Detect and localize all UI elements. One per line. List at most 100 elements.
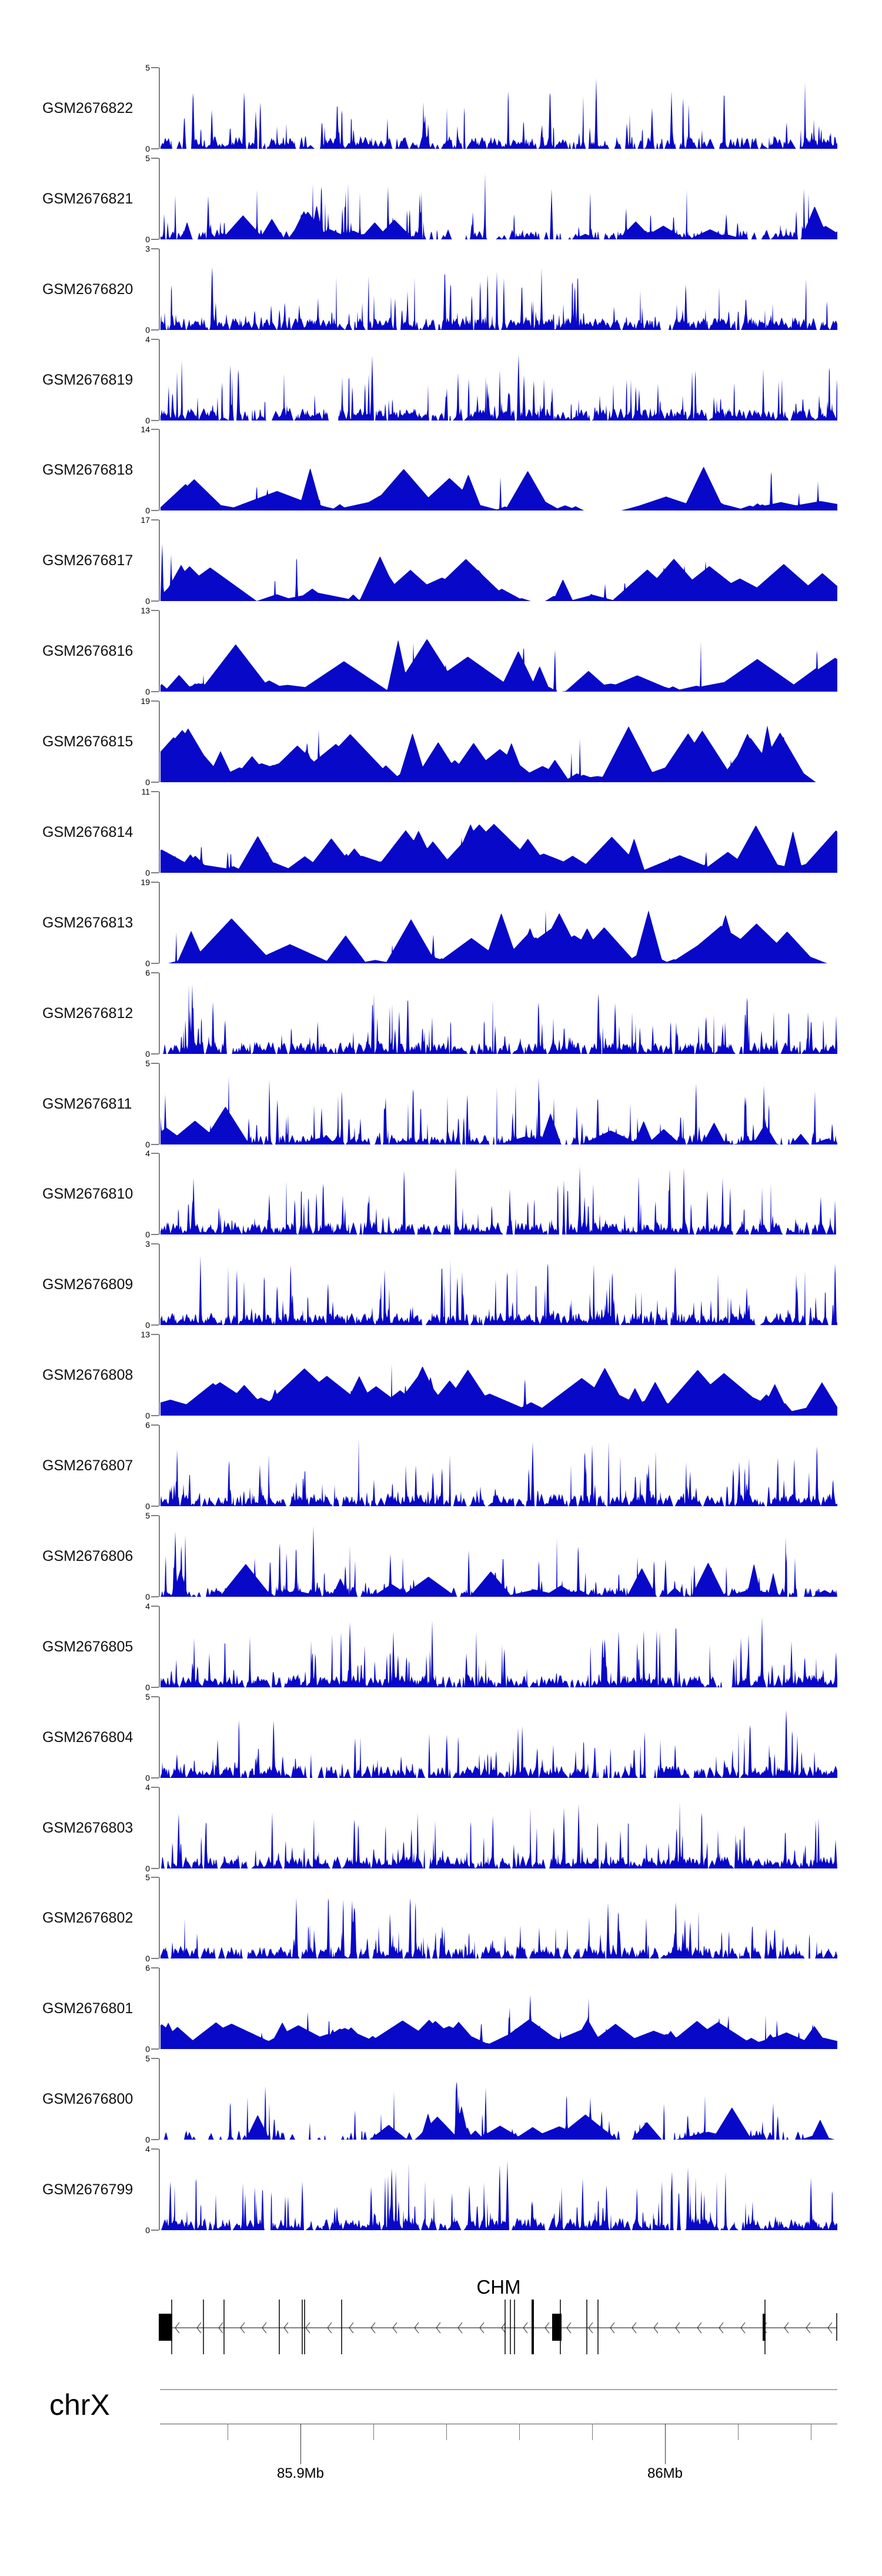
track-y-zero-label: 0 xyxy=(145,506,150,515)
track-signal-area xyxy=(161,173,837,239)
track-y-max-label: 4 xyxy=(145,1783,150,1792)
track-label: GSM2676808 xyxy=(42,1367,133,1383)
track-y-axis-zero-tick xyxy=(151,2230,159,2231)
track-y-max-label: 4 xyxy=(145,1601,150,1611)
track-y-axis-line xyxy=(159,249,160,330)
track-y-axis-zero-tick xyxy=(151,963,159,964)
strand-direction-arrow-icon xyxy=(327,2322,332,2334)
track-y-axis-zero-tick xyxy=(151,1053,159,1055)
coverage-signal-path xyxy=(161,354,837,421)
track-y-axis-line xyxy=(159,68,160,149)
track-y-zero-label: 0 xyxy=(145,1773,150,1783)
track-y-max-label: 5 xyxy=(145,1511,150,1520)
strand-direction-arrow-icon xyxy=(740,2322,746,2334)
track-y-axis-zero-tick xyxy=(151,1144,159,1145)
track-y-max-label: 13 xyxy=(141,606,150,615)
track-signal-area xyxy=(161,1526,837,1597)
track-y-axis-line xyxy=(159,1516,160,1597)
track-y-axis-zero-tick xyxy=(151,2139,159,2140)
strand-direction-arrow-icon xyxy=(283,2322,289,2334)
track-y-zero-label: 0 xyxy=(145,959,150,968)
track-y-axis-zero-tick xyxy=(151,1506,159,1507)
track-y-axis-max-tick xyxy=(151,1877,159,1878)
track-y-max-label: 6 xyxy=(145,968,150,977)
track-y-axis-max-tick xyxy=(151,972,159,973)
track-signal-area xyxy=(161,2081,837,2140)
coverage-signal-path xyxy=(161,78,837,149)
track-y-max-label: 6 xyxy=(145,1420,150,1430)
track-y-zero-label: 0 xyxy=(145,1411,150,1420)
track-label: GSM2676807 xyxy=(42,1457,133,1474)
track-y-zero-label: 0 xyxy=(145,1592,150,1601)
track-y-zero-label: 0 xyxy=(145,416,150,425)
track-signal-area xyxy=(161,1801,837,1868)
track-y-axis-max-tick xyxy=(151,1243,159,1244)
track-y-zero-label: 0 xyxy=(145,868,150,877)
gene-name-label: CHM xyxy=(476,2276,521,2298)
gene-exon-mark xyxy=(505,2300,506,2354)
coverage-signal-path xyxy=(161,1897,837,1958)
track-signal-area xyxy=(161,354,837,421)
track-y-axis-zero-tick xyxy=(151,2048,159,2050)
coverage-signal-path xyxy=(161,1364,837,1416)
track-y-axis-line xyxy=(159,1697,160,1778)
track-signal-area xyxy=(161,266,837,330)
track-y-max-label: 3 xyxy=(145,244,150,253)
ruler-minor-tick xyxy=(446,2424,447,2440)
track-signal-area xyxy=(161,984,837,1054)
gene-exon-mark xyxy=(341,2300,342,2354)
track-y-axis-line xyxy=(159,1153,160,1234)
strand-direction-arrow-icon xyxy=(719,2322,724,2334)
track-y-axis-line xyxy=(159,610,160,692)
coverage-signal-path xyxy=(161,639,837,692)
track-label: GSM2676820 xyxy=(42,281,133,298)
track-label: GSM2676816 xyxy=(42,643,133,659)
track-y-axis-max-tick xyxy=(151,519,159,520)
coverage-signal-path xyxy=(161,467,837,510)
strand-direction-arrow-icon xyxy=(305,2322,310,2334)
track-y-axis-line xyxy=(159,520,160,601)
strand-direction-arrow-icon xyxy=(218,2322,223,2334)
track-label: GSM2676801 xyxy=(42,2000,133,2017)
gene-exon-mark xyxy=(203,2300,204,2354)
track-y-axis-line xyxy=(159,158,160,239)
strand-direction-arrow-icon xyxy=(349,2322,354,2334)
gene-exon-mark xyxy=(159,2314,172,2341)
track-y-axis-line xyxy=(159,1606,160,1687)
track-signal-area xyxy=(161,543,837,601)
ruler-minor-tick xyxy=(738,2424,739,2440)
ruler-tick-label: 86Mb xyxy=(647,2465,683,2481)
gene-exon-mark xyxy=(302,2300,303,2354)
strand-direction-arrow-icon xyxy=(566,2322,572,2334)
strand-direction-arrow-icon xyxy=(523,2322,528,2334)
track-label: GSM2676812 xyxy=(42,1005,133,1022)
track-y-zero-label: 0 xyxy=(145,1049,150,1059)
track-y-axis-line xyxy=(159,339,160,421)
track-y-zero-label: 0 xyxy=(145,1140,150,1149)
track-y-max-label: 3 xyxy=(145,1239,150,1249)
ruler-separator-line xyxy=(160,2389,837,2390)
gene-exon-mark xyxy=(304,2300,305,2354)
track-y-axis-max-tick xyxy=(151,339,159,340)
strand-direction-arrow-icon xyxy=(457,2322,463,2334)
track-y-max-label: 17 xyxy=(141,515,150,525)
track-label: GSM2676804 xyxy=(42,1729,133,1746)
track-y-axis-max-tick xyxy=(151,791,159,792)
track-signal-area xyxy=(161,1710,837,1778)
track-y-axis-zero-tick xyxy=(151,1687,159,1688)
coverage-signal-path xyxy=(161,266,837,330)
track-y-max-label: 19 xyxy=(141,877,150,887)
track-y-max-label: 5 xyxy=(145,1059,150,1068)
track-signal-area xyxy=(161,725,837,782)
coverage-signal-path xyxy=(161,173,837,239)
coverage-signal-path xyxy=(161,2161,837,2230)
track-y-zero-label: 0 xyxy=(145,325,150,335)
track-y-zero-label: 0 xyxy=(145,2044,150,2054)
track-y-max-label: 4 xyxy=(145,2144,150,2154)
strand-direction-arrow-icon xyxy=(697,2322,702,2334)
track-y-axis-max-tick xyxy=(151,2148,159,2150)
track-y-zero-label: 0 xyxy=(145,144,150,154)
track-y-zero-label: 0 xyxy=(145,2225,150,2235)
strand-direction-arrow-icon xyxy=(262,2322,267,2334)
